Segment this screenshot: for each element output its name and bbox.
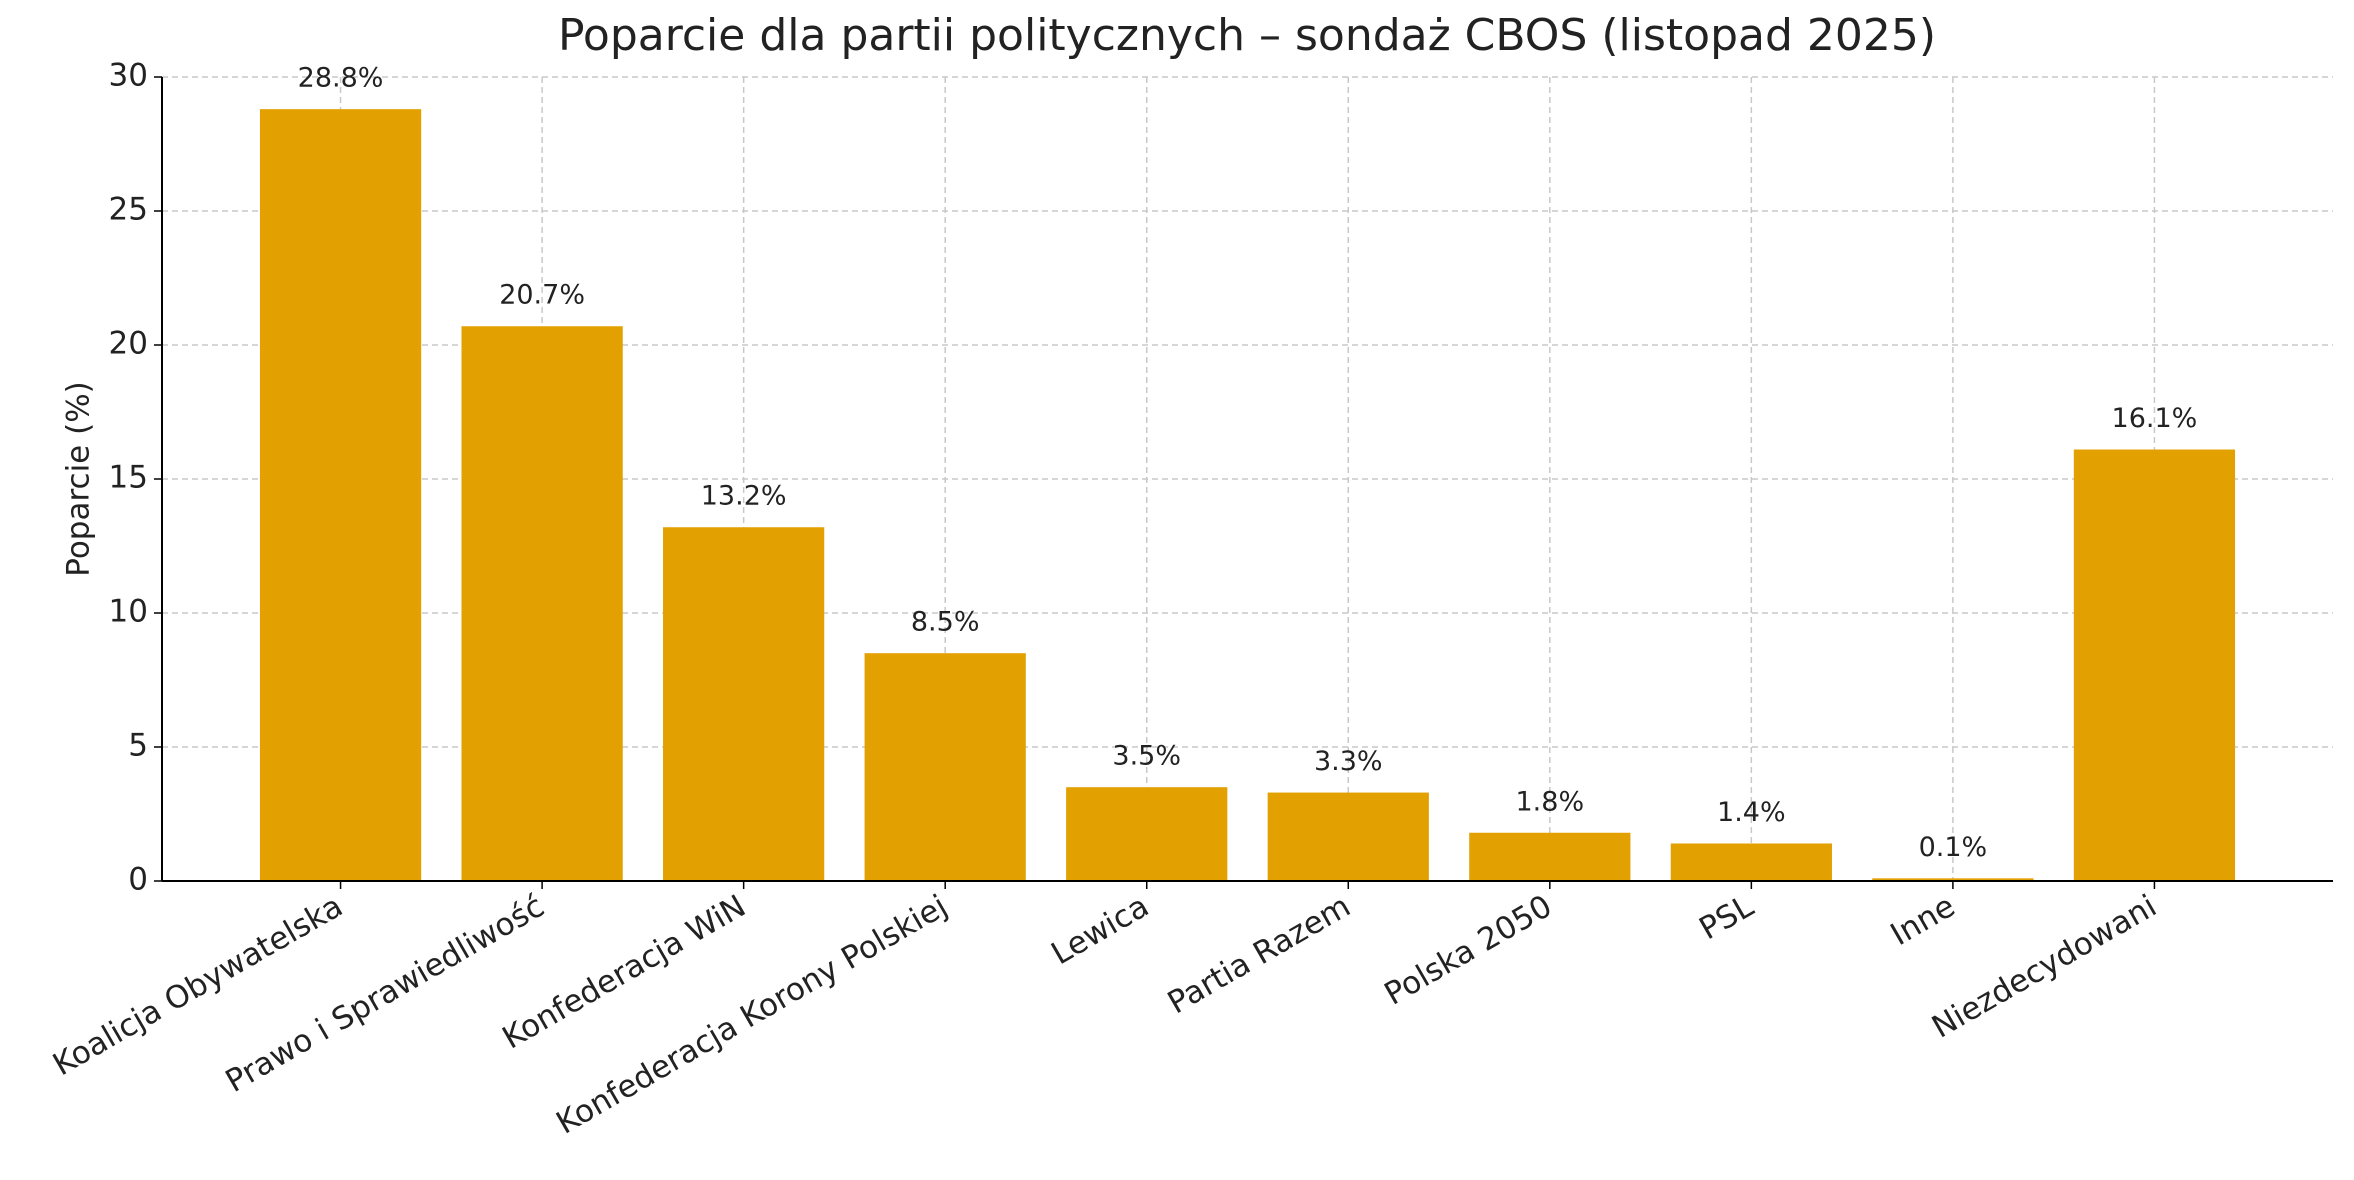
- y-tick-label: 30: [109, 58, 148, 94]
- bar: [663, 527, 825, 881]
- x-tick-label: Konfederacja Korony Polskiej: [550, 888, 953, 1141]
- value-label: 28.8%: [298, 63, 384, 94]
- x-tick-label: Polska 2050: [1379, 888, 1559, 1012]
- x-tick-label: PSL: [1693, 888, 1760, 947]
- x-tick-label: Niezdecydowani: [1926, 888, 2163, 1045]
- value-label: 16.1%: [2112, 403, 2198, 434]
- bar: [1872, 878, 2034, 881]
- y-tick-label: 20: [109, 326, 148, 362]
- chart-title: Poparcie dla partii politycznych – sonda…: [558, 10, 1936, 61]
- bar: [259, 109, 422, 881]
- value-label: 0.1%: [1919, 832, 1988, 863]
- bar: [1469, 832, 1631, 881]
- x-tick-label: Inne: [1885, 888, 1961, 953]
- bar: [1267, 792, 1429, 881]
- x-tick-label: Lewica: [1045, 888, 1155, 972]
- bar: [1670, 843, 1832, 881]
- value-label: 3.3%: [1314, 746, 1383, 777]
- y-tick-label: 10: [109, 594, 148, 630]
- value-label: 13.2%: [701, 481, 787, 512]
- value-label: 1.8%: [1516, 786, 1585, 817]
- value-label: 8.5%: [911, 607, 980, 638]
- x-tick-label: Prawo i Sprawiedliwość: [220, 888, 551, 1100]
- y-tick-label: 25: [109, 192, 148, 228]
- value-label: 1.4%: [1717, 797, 1786, 828]
- bar: [2073, 449, 2236, 881]
- value-label: 3.5%: [1112, 741, 1181, 772]
- y-tick-label: 0: [128, 862, 148, 898]
- bar: [461, 326, 623, 881]
- bar: [1066, 787, 1228, 881]
- y-tick-label: 5: [128, 728, 148, 764]
- y-axis-label: Poparcie (%): [61, 381, 97, 577]
- y-tick-label: 15: [109, 460, 148, 496]
- bar: [864, 653, 1026, 881]
- x-tick-label: Partia Razem: [1162, 888, 1357, 1021]
- value-label: 20.7%: [499, 280, 585, 311]
